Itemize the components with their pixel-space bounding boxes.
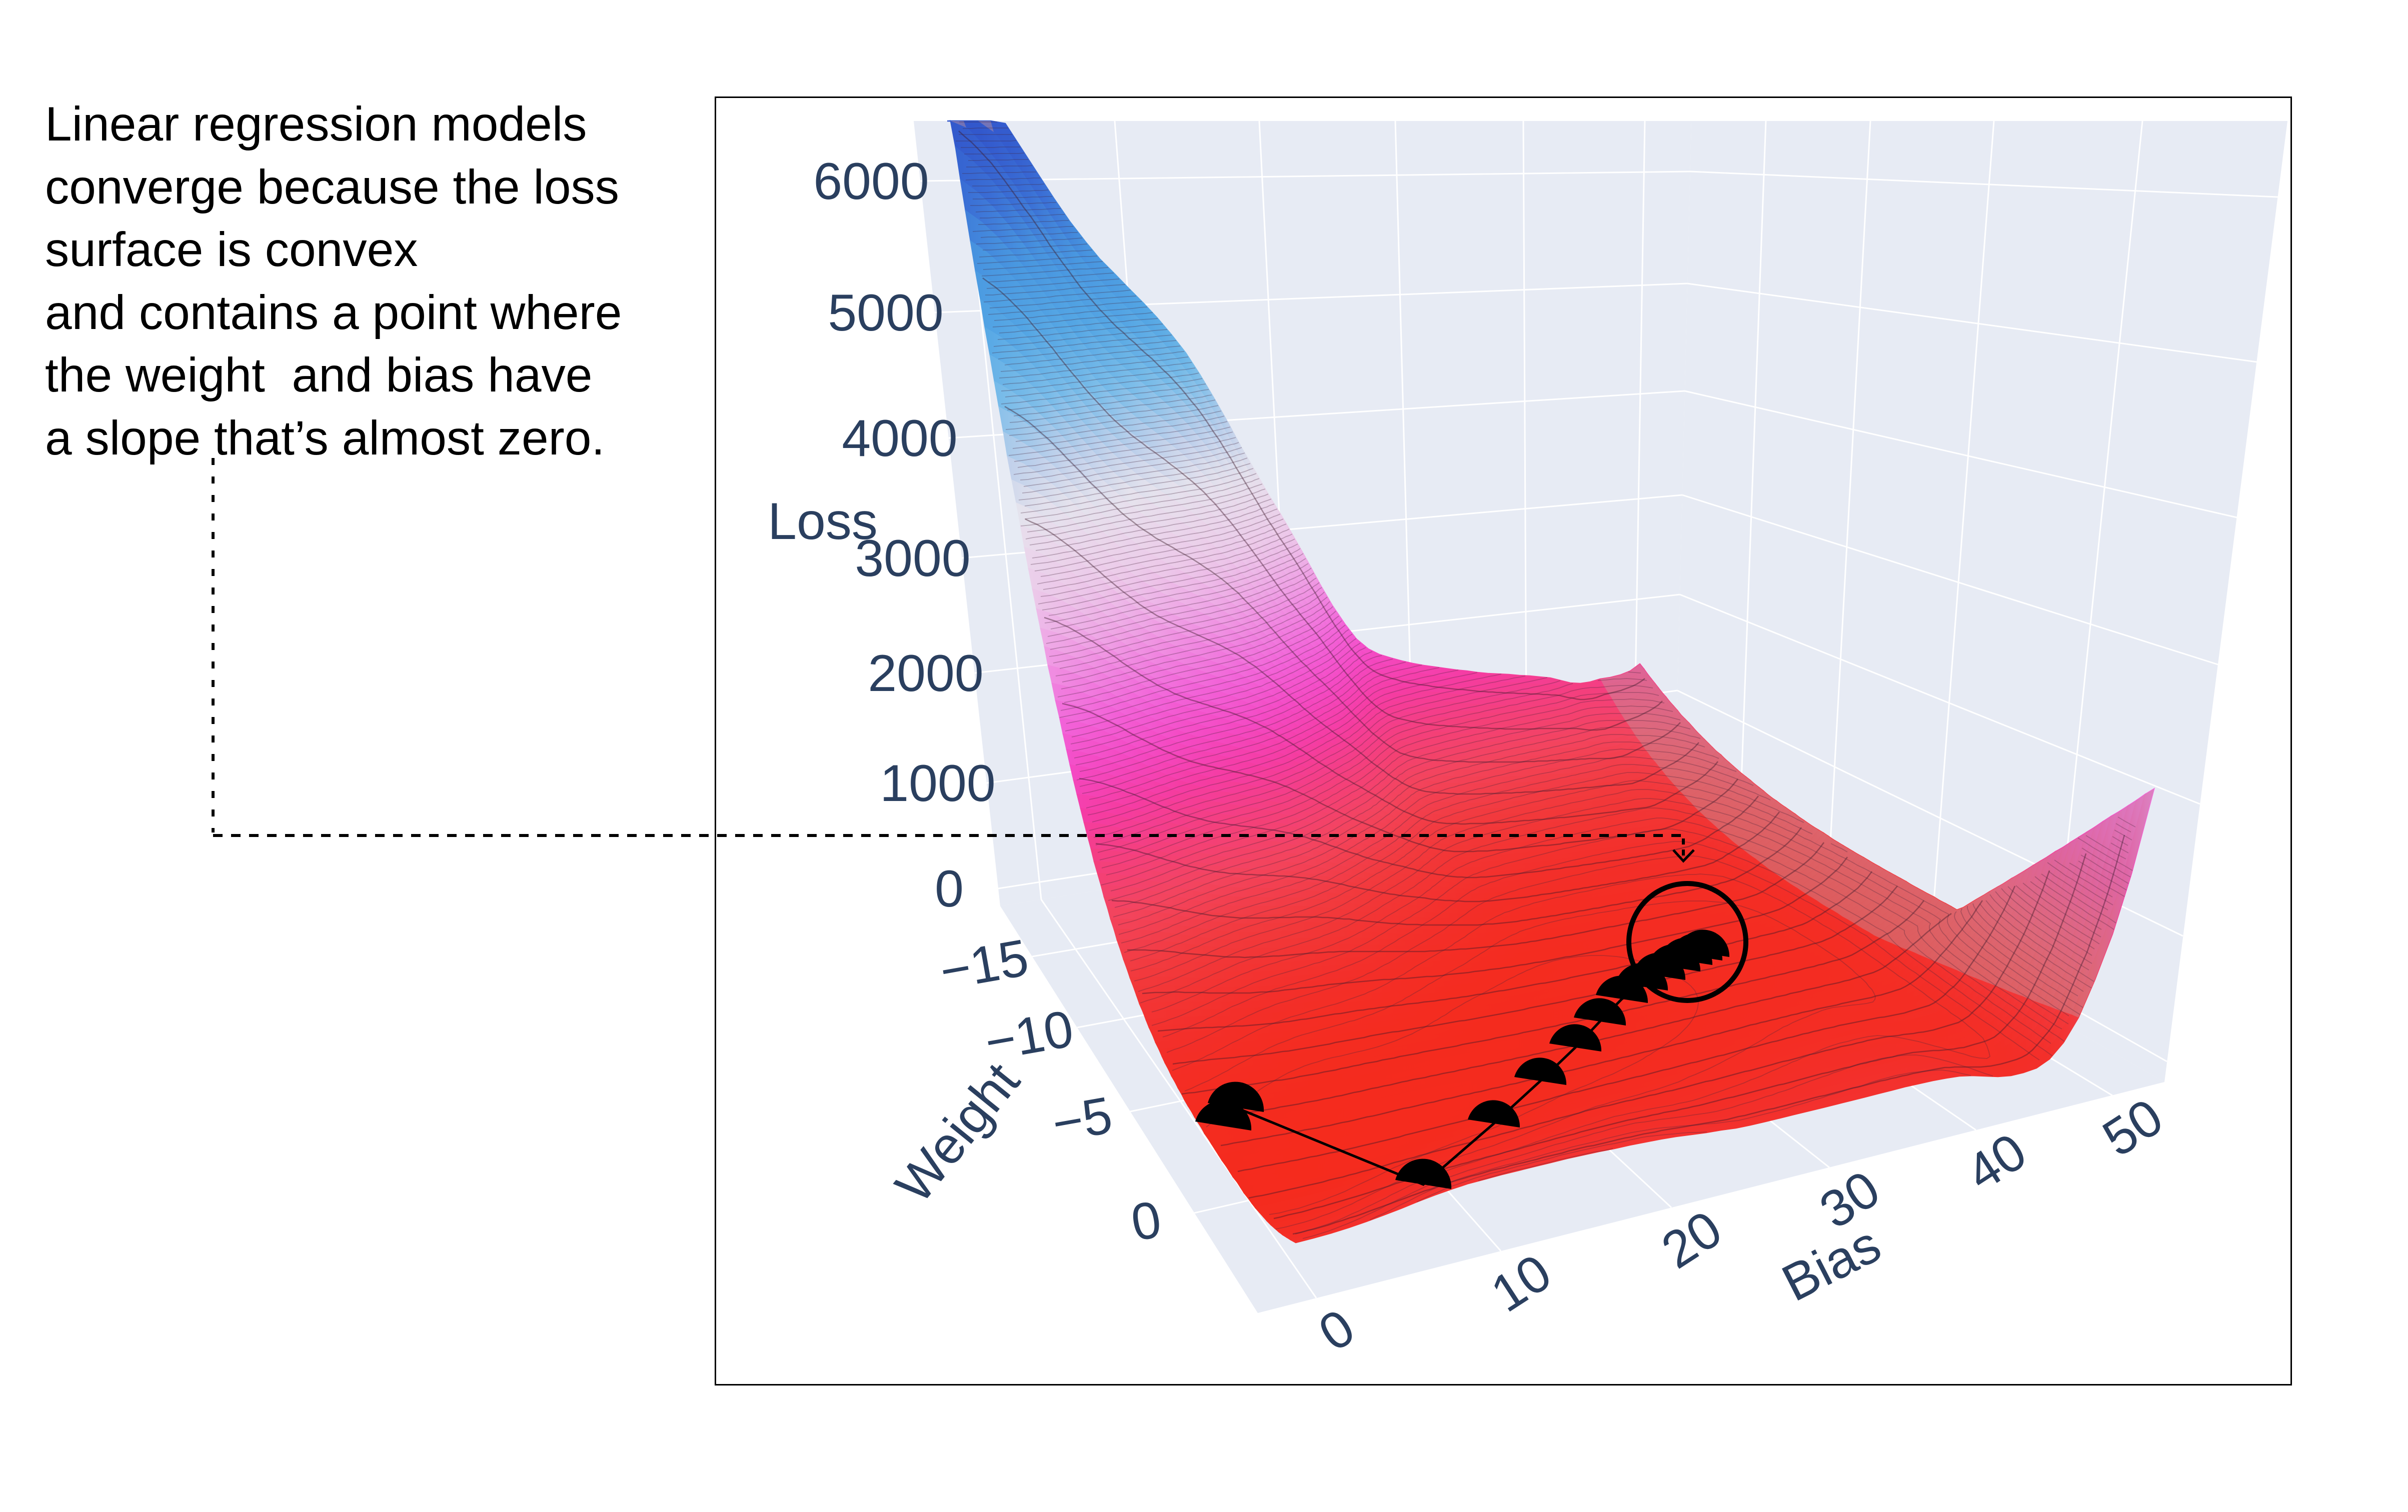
- svg-text:1000: 1000: [880, 754, 995, 812]
- svg-text:40: 40: [1956, 1122, 2036, 1202]
- svg-text:Bias: Bias: [1773, 1215, 1890, 1312]
- svg-text:20: 20: [1652, 1200, 1732, 1280]
- svg-text:5000: 5000: [828, 284, 943, 342]
- svg-text:6000: 6000: [813, 152, 929, 210]
- svg-text:Loss: Loss: [768, 492, 878, 550]
- svg-text:−15: −15: [936, 928, 1033, 1001]
- svg-text:0: 0: [935, 860, 964, 918]
- svg-text:4000: 4000: [842, 410, 957, 468]
- svg-text:50: 50: [2093, 1088, 2173, 1168]
- svg-text:−5: −5: [1048, 1086, 1116, 1154]
- svg-text:0: 0: [1127, 1190, 1165, 1252]
- svg-text:2000: 2000: [868, 644, 983, 702]
- svg-text:Weight: Weight: [884, 1052, 1031, 1214]
- svg-text:0: 0: [1309, 1298, 1365, 1362]
- svg-text:3000: 3000: [855, 530, 970, 588]
- svg-text:10: 10: [1481, 1243, 1561, 1323]
